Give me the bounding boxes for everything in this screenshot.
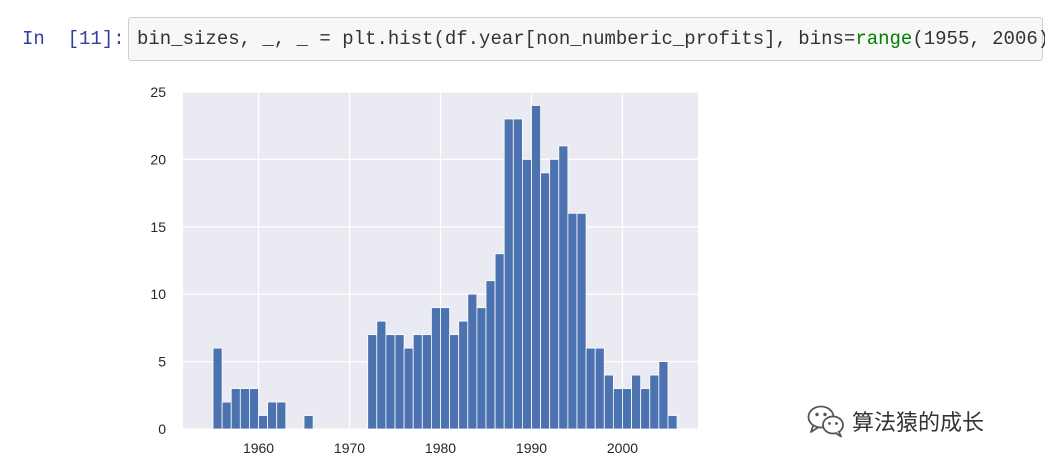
histogram-bar — [531, 105, 541, 430]
y-tick-label: 25 — [150, 84, 166, 100]
watermark-text: 算法猿的成长 — [852, 411, 985, 436]
histogram-bar — [603, 374, 614, 430]
x-tick-label: 2000 — [607, 440, 638, 456]
histogram-bar — [494, 253, 505, 430]
histogram-bar — [376, 320, 387, 430]
histogram-bar — [521, 159, 532, 430]
histogram-bar — [658, 361, 669, 430]
histogram-bar — [212, 347, 223, 430]
y-tick-label: 20 — [150, 151, 166, 167]
histogram-bar — [567, 212, 578, 430]
watermark: 算法猿的成长 — [806, 403, 984, 439]
code-builtin-token: range — [855, 28, 913, 50]
histogram-bar — [667, 415, 678, 430]
histogram-bar — [449, 334, 460, 430]
x-tick-label: 1990 — [516, 440, 547, 456]
code-cell-input[interactable]: bin_sizes, _, _ = plt.hist(df.year[non_n… — [128, 17, 1045, 61]
x-tick-label: 1960 — [243, 440, 274, 456]
histogram-bar — [249, 388, 259, 430]
histogram-bar — [230, 388, 241, 430]
code-text: bin_sizes, _, _ = plt.hist(df.year[non_n… — [137, 28, 1045, 50]
histogram-bar — [512, 118, 523, 430]
histogram-bar — [558, 145, 569, 430]
histogram-bar — [394, 334, 405, 430]
histogram-bar — [303, 415, 314, 430]
histogram-bar — [367, 334, 378, 430]
x-tick-label: 1970 — [334, 440, 365, 456]
cell-output: 0 5 10 15 20 25 1960 1970 1980 1990 2000 — [0, 70, 740, 471]
histogram-bar — [385, 334, 396, 430]
histogram-bar — [467, 293, 478, 430]
histogram-bar — [239, 388, 250, 430]
code-token: (1955, 2006)) — [912, 28, 1045, 50]
histogram-bar — [258, 415, 269, 430]
histogram-bar — [440, 307, 450, 430]
histogram-bar — [640, 388, 651, 430]
histogram-bar — [431, 307, 441, 430]
histogram-chart: 0 5 10 15 20 25 1960 1970 1980 1990 2000 — [150, 84, 698, 456]
histogram-bar — [622, 388, 632, 430]
x-tick-label: 1980 — [425, 440, 456, 456]
histogram-bar — [649, 374, 660, 430]
y-tick-label: 5 — [158, 354, 166, 370]
histogram-bar — [267, 401, 278, 430]
histogram-bar — [421, 334, 432, 430]
y-tick-label: 10 — [150, 286, 166, 302]
code-token: bin_sizes, _, _ = plt.hist(df.year[non_n… — [137, 28, 856, 50]
histogram-bar — [403, 347, 414, 430]
y-tick-label: 0 — [158, 421, 166, 437]
histogram-bar — [503, 118, 514, 430]
histogram-bar — [276, 401, 287, 430]
histogram-bar — [412, 334, 423, 430]
x-tick-labels: 1960 1970 1980 1990 2000 — [243, 440, 638, 456]
histogram-bar — [458, 320, 469, 430]
y-tick-label: 15 — [150, 219, 166, 235]
histogram-bar — [594, 347, 605, 430]
histogram-bar — [576, 212, 587, 430]
histogram-bar — [221, 401, 232, 430]
histogram-bar — [485, 280, 496, 430]
histogram-bar — [585, 347, 596, 430]
histogram-bar — [540, 172, 551, 430]
histogram-bar — [631, 374, 642, 430]
cell-prompt: In [11]: — [22, 28, 125, 50]
histogram-bar — [612, 388, 623, 430]
histogram-bar — [549, 159, 560, 430]
y-tick-labels: 0 5 10 15 20 25 — [150, 84, 166, 437]
histogram-bar — [476, 307, 487, 430]
bars — [212, 105, 678, 430]
wechat-icon — [807, 405, 844, 438]
